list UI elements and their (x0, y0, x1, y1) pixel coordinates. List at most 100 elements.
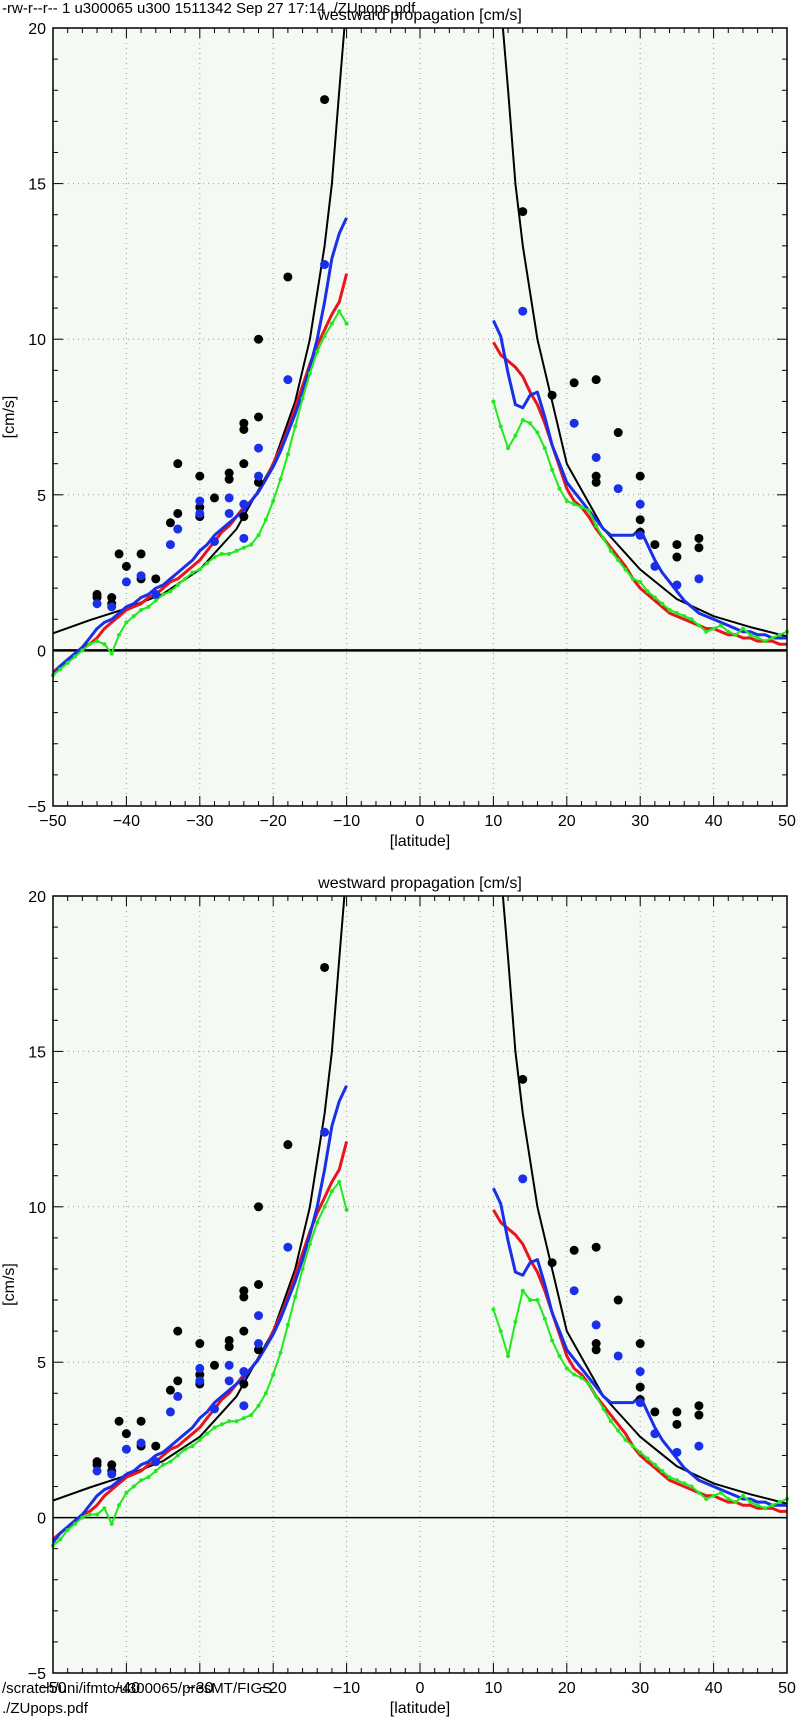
panel1-y-tick-label: 15 (28, 177, 46, 194)
panel2-black-data-point (613, 1295, 623, 1305)
panel1-x-tick-label: −20 (260, 813, 287, 830)
panel2-blue-data-point (569, 1286, 579, 1296)
panel1-green-series-marker (87, 642, 92, 647)
panel2-blue-data-point (239, 1401, 249, 1411)
panel1-black-data-point (92, 592, 102, 602)
panel2-green-series-marker (770, 1503, 775, 1508)
panel2-green-series-marker (337, 1179, 342, 1184)
panel1-green-series-marker (139, 607, 144, 612)
panel1-black-data-point (239, 459, 249, 469)
panel1-black-data-point (195, 471, 205, 481)
panel1-x-tick-label: 30 (631, 813, 649, 830)
panel1-chart-title: westward propagation [cm/s] (317, 7, 522, 24)
panel2-green-series-marker (153, 1468, 158, 1473)
panel2-blue-data-point (635, 1398, 645, 1408)
panel2-black-data-point (239, 1292, 249, 1302)
panel2-green-series-marker (175, 1453, 180, 1458)
panel2-blue-data-point (254, 1311, 264, 1321)
panel1-green-series-marker (726, 629, 731, 634)
panel2-x-tick-label: −10 (333, 1680, 360, 1697)
panel2-blue-data-point (224, 1360, 234, 1370)
panel2-green-series-marker (740, 1493, 745, 1498)
panel1-blue-data-point (320, 260, 330, 270)
panel2-blue-data-point (195, 1376, 205, 1386)
panel1-green-series-marker (682, 614, 687, 619)
panel1-x-tick-label: −30 (186, 813, 213, 830)
panel1-green-series-marker (337, 309, 342, 314)
panel1-black-data-point (239, 424, 249, 434)
panel1-blue-data-point (694, 574, 704, 584)
panel2-green-series-marker (344, 1207, 349, 1212)
panel1-black-data-point (283, 272, 293, 282)
panel1-green-series-marker (550, 467, 555, 472)
panel1-x-tick-label: 10 (485, 813, 503, 830)
panel2-blue-data-point (672, 1447, 682, 1457)
panel1-blue-data-point (650, 561, 660, 571)
panel2-blue-data-point (239, 1367, 249, 1377)
panel2-blue-data-point (650, 1429, 660, 1439)
panel2-theory-curve-north (501, 896, 787, 1505)
panel1-x-tick-label: 40 (705, 813, 723, 830)
panel2-green-series-marker (726, 1496, 731, 1501)
panel1-black-data-point (173, 459, 183, 469)
panel2-black-data-point (254, 1280, 264, 1289)
panel2-blue-data-point (518, 1174, 528, 1184)
panel1-blue-data-point (121, 577, 131, 587)
panel2-x-tick-label: 0 (416, 1680, 425, 1697)
panel1-y-tick-label: 20 (28, 21, 46, 38)
panel2-green-series-marker (652, 1462, 657, 1467)
panel1-green-series-marker (652, 595, 657, 600)
panel2-black-data-point (254, 1202, 264, 1212)
panel1-black-data-point (114, 549, 124, 559)
panel2-green-series-marker (682, 1481, 687, 1486)
panel1-green-series-marker (322, 334, 327, 339)
panel1-theory-curve-north (501, 28, 787, 638)
panel2-blue-data-point (121, 1444, 131, 1454)
panel1-green-series-marker (557, 486, 562, 491)
panel1-green-series-marker (579, 505, 584, 510)
panel2-green-series-marker (183, 1447, 188, 1452)
panel1-blue-data-point (591, 452, 601, 462)
panel1-blue-data-point (151, 589, 161, 599)
panel1-green-series-marker (520, 418, 525, 423)
panel1-y-tick-label: 0 (37, 643, 46, 660)
panel2-green-series-marker (579, 1375, 584, 1380)
panel2-x-tick-label: 50 (778, 1680, 796, 1697)
panel2-green-series-marker (190, 1444, 195, 1449)
panel2-blue-data-point (591, 1320, 601, 1330)
panel1-green-series-marker (175, 583, 180, 588)
panel1-green-series-marker (205, 561, 210, 566)
panel1-plot-background (53, 28, 787, 806)
panel2-green-series-marker (300, 1266, 305, 1271)
panel2-green-series-marker (755, 1503, 760, 1508)
panel2-green-series-marker (520, 1288, 525, 1293)
panel1-green-series-marker (608, 548, 613, 553)
panel1-blue-data-point (672, 580, 682, 590)
panel2-y-tick-label: 10 (28, 1200, 46, 1217)
panel2-black-data-point (209, 1360, 219, 1370)
panel1-green-series-marker (586, 508, 591, 513)
panel2-x-tick-label: −30 (186, 1680, 213, 1697)
panel2-blue-data-point (173, 1391, 183, 1401)
panel2-blue-data-point (195, 1363, 205, 1373)
panel1-green-series-marker (124, 620, 129, 625)
panel1-green-series-marker (645, 589, 650, 594)
panel1-x-tick-label: 50 (778, 813, 796, 830)
panel2-green-series-marker (660, 1468, 665, 1473)
panel2-green-series-marker (249, 1413, 254, 1418)
panel2-blue-data-point (283, 1242, 293, 1252)
panel2-y-tick-label: 20 (28, 889, 46, 906)
panel2-green-series-marker (278, 1350, 283, 1355)
panel2-blue-data-point (224, 1376, 234, 1386)
panel2-black-data-point (239, 1379, 249, 1389)
panel1-green-series-marker (183, 576, 188, 581)
panel1-blue-data-point (92, 599, 102, 609)
panel2-green-series-marker (638, 1450, 643, 1455)
panel1-green-series-marker (344, 321, 349, 326)
panel2-green-series-marker (601, 1406, 606, 1411)
panel1-green-series-marker (249, 542, 254, 547)
panel2-black-data-point (114, 1416, 124, 1426)
panel1-blue-data-point (195, 508, 205, 518)
panel2-green-series-marker (616, 1428, 621, 1433)
panel1-x-tick-label: −10 (333, 813, 360, 830)
